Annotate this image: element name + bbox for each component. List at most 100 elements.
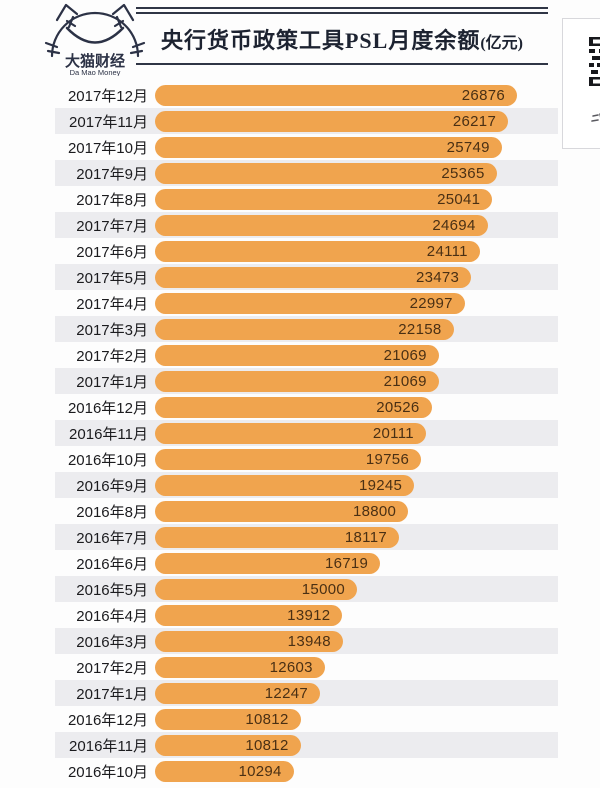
title-box: 央行货币政策工具PSL月度余额(亿元) <box>136 7 548 65</box>
bar-value: 23473 <box>415 268 460 286</box>
bar-value: 20526 <box>376 398 420 416</box>
bar: 26876 <box>155 84 517 106</box>
row-label: 2017年6月 <box>76 243 148 261</box>
row-label: 2016年4月 <box>76 607 148 625</box>
bar-value: 19245 <box>358 476 403 494</box>
bar: 20526 <box>155 396 432 418</box>
cat-head-icon <box>50 11 140 58</box>
bar: 12603 <box>155 656 325 678</box>
chart-row: 2016年5月 15000 <box>55 576 558 602</box>
bar: 24694 <box>155 214 488 236</box>
cat-eye-left-icon <box>65 15 77 29</box>
row-label: 2016年10月 <box>67 763 148 781</box>
row-label: 2016年12月 <box>67 711 148 729</box>
bar: 13912 <box>155 604 343 626</box>
bar-value: 18117 <box>344 528 387 546</box>
row-label: 2017年11月 <box>69 113 148 131</box>
row-label: 2016年10月 <box>67 451 148 469</box>
bar-value: 20111 <box>372 424 414 442</box>
partial-text-fragment-icon <box>591 113 600 122</box>
chart-row: 2017年12月 26876 <box>55 82 558 108</box>
double-rule <box>136 7 548 14</box>
row-label: 2016年6月 <box>76 555 148 573</box>
bar-value: 12603 <box>269 658 313 676</box>
bar-value: 18800 <box>352 502 397 520</box>
chart-row: 2017年8月 25041 <box>55 186 558 212</box>
row-label: 2016年8月 <box>76 503 148 521</box>
bar-value: 13912 <box>287 606 331 624</box>
bar-value: 10812 <box>245 710 289 728</box>
row-label: 2017年12月 <box>67 87 148 105</box>
chart-row: 2017年4月 22997 <box>55 290 558 316</box>
row-label: 2016年5月 <box>76 581 148 599</box>
chart-row: 2017年1月 12247 <box>55 680 558 706</box>
chart-row: 2017年11月 26217 <box>55 108 558 134</box>
chart-row: 2016年7月 18117 <box>55 524 558 550</box>
bar-value: 12247 <box>264 684 308 702</box>
bar: 25041 <box>155 188 493 210</box>
chart-row: 2017年1月 21069 <box>55 368 558 394</box>
chart-row: 2016年11月 10812 <box>55 732 558 758</box>
bar: 20111 <box>155 422 426 444</box>
bar: 12247 <box>155 682 320 704</box>
bar-value: 22997 <box>409 294 453 312</box>
bar: 25365 <box>155 162 497 184</box>
chart-row: 2016年8月 18800 <box>55 498 558 524</box>
row-label: 2017年1月 <box>76 373 148 391</box>
chart-row: 2016年11月 20111 <box>55 420 558 446</box>
chart-row: 2016年3月 13948 <box>55 628 558 654</box>
chart-row: 2016年10月 10294 <box>55 758 558 784</box>
chart-row: 2016年10月 19756 <box>55 446 558 472</box>
bar: 15000 <box>155 578 357 600</box>
cat-eye-right-icon <box>113 15 125 29</box>
bar: 18117 <box>155 526 399 548</box>
page-title-unit: (亿元) <box>480 35 524 52</box>
row-label: 2017年7月 <box>76 217 148 235</box>
bar-value: 25749 <box>446 138 490 156</box>
bar-chart: 2017年12月 26876 2017年11月 26217 2017年10月 25749 2… <box>55 82 558 784</box>
row-label: 2017年5月 <box>76 269 148 287</box>
row-label: 2016年3月 <box>76 633 148 651</box>
chart-row: 2017年2月 12603 <box>55 654 558 680</box>
row-label: 2016年9月 <box>76 477 148 495</box>
row-label: 2017年1月 <box>76 685 148 703</box>
bar: 22158 <box>155 318 454 340</box>
cat-whiskers-right-icon <box>129 41 146 55</box>
single-rule <box>136 63 548 65</box>
bar: 13948 <box>155 630 343 652</box>
bar-value: 22158 <box>398 320 442 338</box>
chart-row: 2017年9月 25365 <box>55 160 558 186</box>
bar: 16719 <box>155 552 381 574</box>
qr-code-fragment-icon <box>589 37 600 86</box>
bar-value: 15000 <box>301 580 345 598</box>
bar: 10812 <box>155 734 301 756</box>
bar-value: 26876 <box>461 86 505 104</box>
row-label: 2017年2月 <box>76 347 148 365</box>
row-label: 2016年11月 <box>69 425 148 443</box>
damao-money-logo: 大猫财经 Da Mao Money <box>44 3 146 76</box>
row-label: 2017年4月 <box>76 295 148 313</box>
bar: 26217 <box>155 110 509 132</box>
page-title-text: 央行货币政策工具PSL月度余额 <box>160 28 481 53</box>
bar-value: 24111 <box>426 242 468 260</box>
chart-row: 2017年6月 24111 <box>55 238 558 264</box>
cat-smile-icon <box>65 26 125 44</box>
brand-name-cn: 大猫财经 <box>65 52 125 70</box>
chart-row: 2016年4月 13912 <box>55 602 558 628</box>
cat-whiskers-left-icon <box>44 41 61 55</box>
bar-value: 10294 <box>238 762 282 780</box>
chart-row: 2017年7月 24694 <box>55 212 558 238</box>
bar: 10812 <box>155 708 301 730</box>
bar-value: 25041 <box>437 190 481 208</box>
chart-row: 2017年2月 21069 <box>55 342 558 368</box>
page-title: 央行货币政策工具PSL月度余额(亿元) <box>136 23 548 55</box>
chart-row: 2016年9月 19245 <box>55 472 558 498</box>
cat-ear-left-icon <box>55 3 79 22</box>
row-label: 2016年7月 <box>76 529 148 547</box>
row-label: 2017年10月 <box>67 139 148 157</box>
bar: 19245 <box>155 474 415 496</box>
bar: 21069 <box>155 370 439 392</box>
side-panel-card <box>562 18 600 149</box>
row-label: 2017年9月 <box>76 165 148 183</box>
brand-name-en: Da Mao Money <box>70 68 121 76</box>
